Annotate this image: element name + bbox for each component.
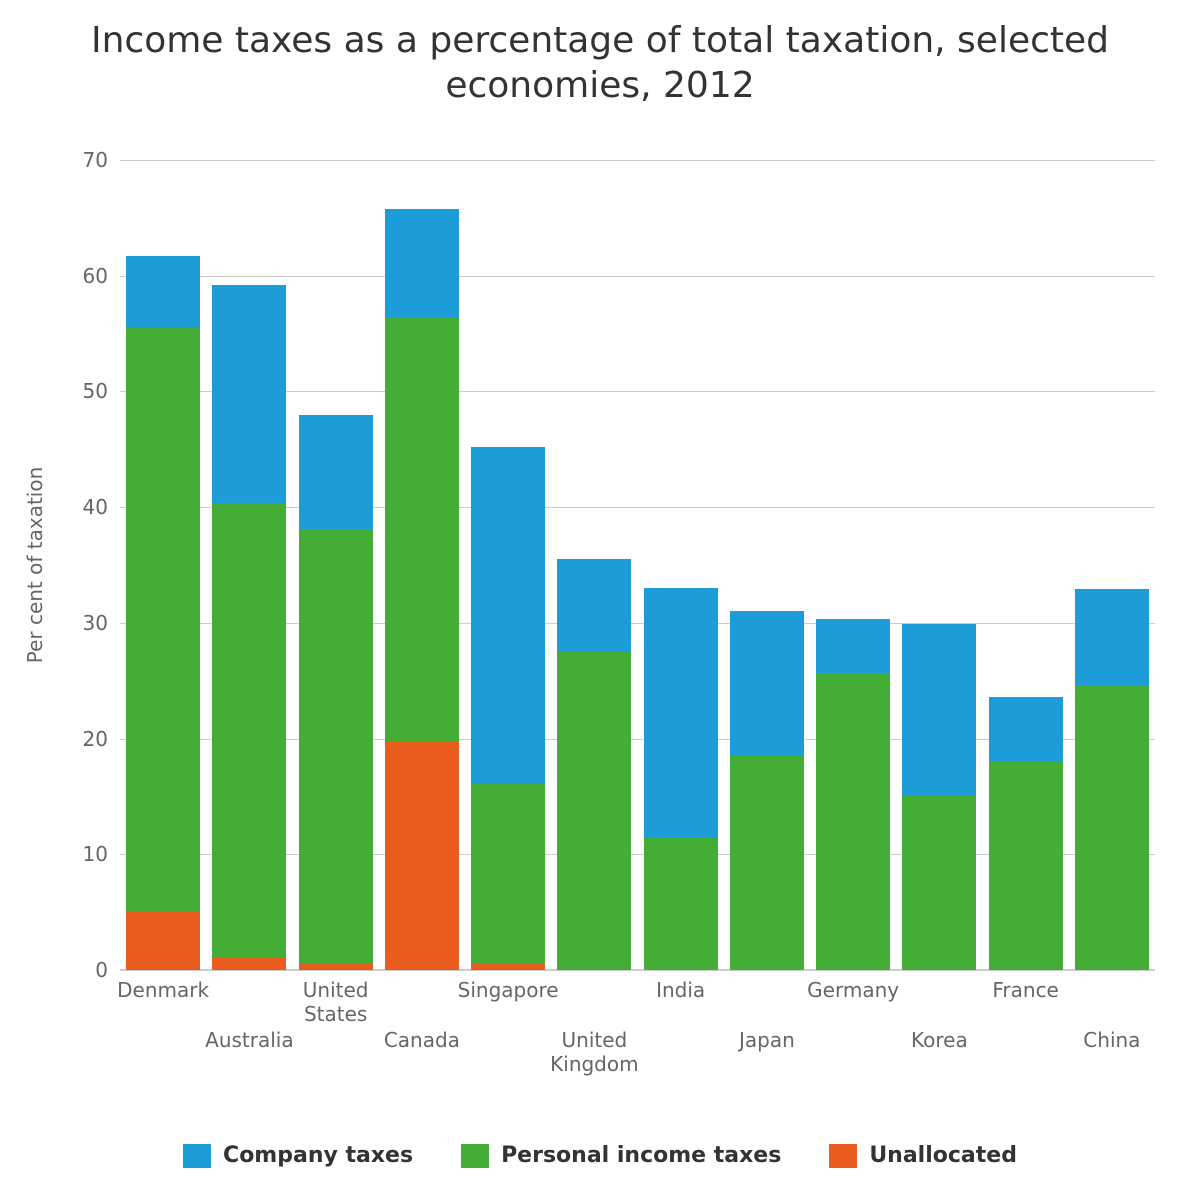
bar-segment-personal xyxy=(902,796,976,970)
bar-segment-company xyxy=(385,209,459,318)
bar-segment-personal xyxy=(126,328,200,912)
legend: Company taxes Personal income taxes Unallo… xyxy=(0,1143,1200,1168)
x-tick-label: Australia xyxy=(189,1028,310,1052)
legend-label: Personal income taxes xyxy=(501,1143,781,1168)
bar-segment-personal xyxy=(989,762,1063,970)
bar-segment-personal xyxy=(385,317,459,741)
bar-segment-personal xyxy=(816,673,890,970)
bar-segment-unallocated xyxy=(385,741,459,970)
legend-item-company: Company taxes xyxy=(183,1143,413,1168)
legend-swatch xyxy=(461,1144,489,1168)
chart-title: Income taxes as a percentage of total ta… xyxy=(0,18,1200,108)
bar-segment-unallocated xyxy=(299,964,373,970)
bar xyxy=(816,160,890,970)
plot-area: Per cent of taxation 010203040506070Denm… xyxy=(120,160,1155,970)
y-tick-label: 30 xyxy=(83,611,108,635)
bar xyxy=(471,160,545,970)
bar-segment-company xyxy=(644,588,718,838)
legend-item-personal: Personal income taxes xyxy=(461,1143,781,1168)
bar-segment-personal xyxy=(557,651,631,970)
bar xyxy=(644,160,718,970)
y-tick-label: 50 xyxy=(83,379,108,403)
legend-label: Unallocated xyxy=(869,1143,1017,1168)
bar-segment-company xyxy=(126,256,200,328)
bar-segment-personal xyxy=(1075,685,1149,970)
y-tick-label: 20 xyxy=(83,727,108,751)
bar-segment-unallocated xyxy=(471,963,545,970)
bar-segment-company xyxy=(557,559,631,650)
bar-segment-company xyxy=(299,415,373,530)
bar xyxy=(126,160,200,970)
bar-segment-personal xyxy=(212,503,286,958)
y-tick-label: 10 xyxy=(83,842,108,866)
bar-segment-company xyxy=(902,624,976,796)
y-axis-label: Per cent of taxation xyxy=(23,467,47,664)
bar xyxy=(299,160,373,970)
x-tick-label: India xyxy=(620,978,741,1002)
bar-segment-personal xyxy=(299,529,373,964)
bar-segment-personal xyxy=(644,838,718,970)
y-tick-label: 40 xyxy=(83,495,108,519)
y-tick-label: 70 xyxy=(83,148,108,172)
bar xyxy=(1075,160,1149,970)
legend-label: Company taxes xyxy=(223,1143,413,1168)
bar-segment-personal xyxy=(471,784,545,963)
bar-segment-company xyxy=(989,697,1063,762)
bar-segment-unallocated xyxy=(212,957,286,970)
x-tick-label: China xyxy=(1052,1028,1173,1052)
bar-segment-personal xyxy=(730,756,804,970)
legend-swatch xyxy=(183,1144,211,1168)
x-tick-label: United States xyxy=(275,978,396,1026)
bar-segment-company xyxy=(1075,589,1149,685)
legend-item-unallocated: Unallocated xyxy=(829,1143,1017,1168)
bar xyxy=(557,160,631,970)
bar-segment-unallocated xyxy=(126,912,200,970)
legend-swatch xyxy=(829,1144,857,1168)
bar xyxy=(902,160,976,970)
bar xyxy=(212,160,286,970)
bar xyxy=(730,160,804,970)
x-tick-label: United Kingdom xyxy=(534,1028,655,1076)
bar-segment-company xyxy=(730,611,804,756)
x-tick-label: Singapore xyxy=(448,978,569,1002)
bar-segment-company xyxy=(816,619,890,672)
x-tick-label: Germany xyxy=(793,978,914,1002)
x-tick-label: Korea xyxy=(879,1028,1000,1052)
x-tick-label: Japan xyxy=(707,1028,828,1052)
bar-segment-company xyxy=(471,447,545,784)
y-tick-label: 60 xyxy=(83,264,108,288)
bar xyxy=(989,160,1063,970)
stacked-bar-chart: Income taxes as a percentage of total ta… xyxy=(0,0,1200,1200)
bar-segment-company xyxy=(212,285,286,503)
x-tick-label: France xyxy=(965,978,1086,1002)
bar xyxy=(385,160,459,970)
x-tick-label: Canada xyxy=(362,1028,483,1052)
x-tick-label: Denmark xyxy=(103,978,224,1002)
